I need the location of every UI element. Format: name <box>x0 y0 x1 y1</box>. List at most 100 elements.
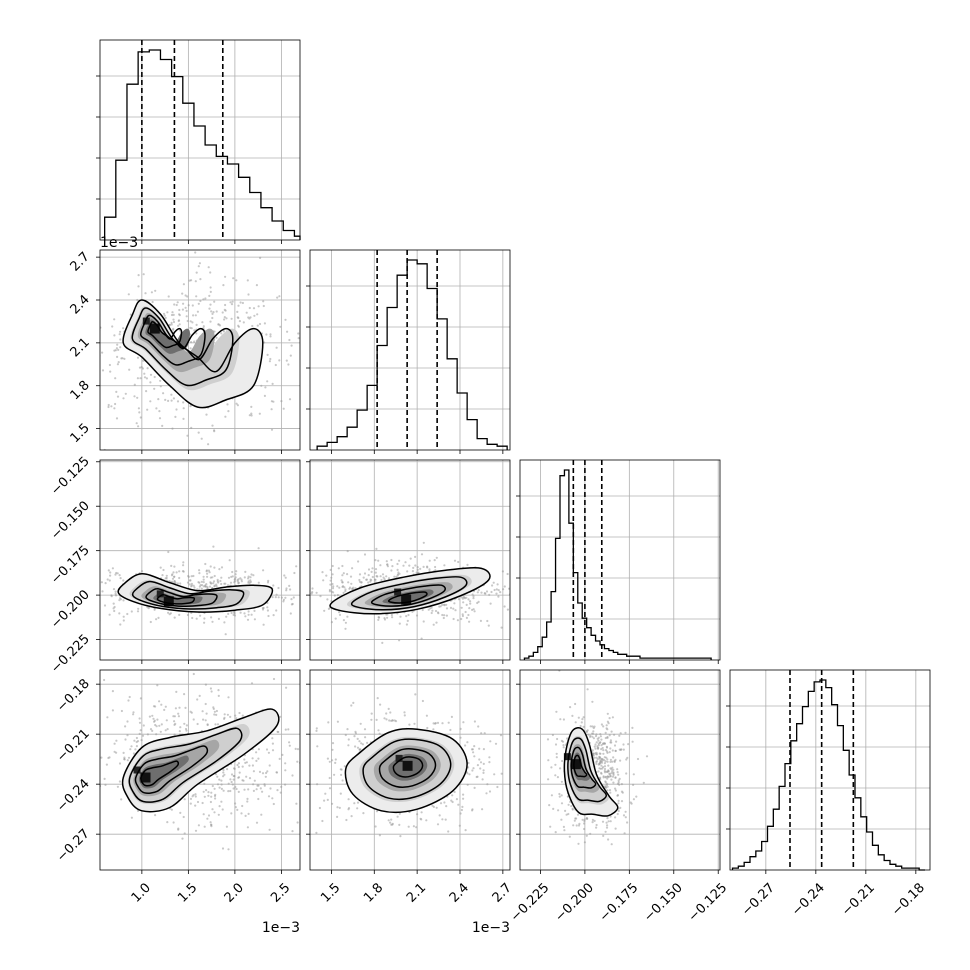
sample-point <box>107 569 110 572</box>
sample-point <box>490 590 493 594</box>
sample-point <box>185 724 188 727</box>
sample-point <box>220 576 223 579</box>
sample-point <box>244 761 247 765</box>
sample-point <box>444 818 447 821</box>
sample-point <box>607 838 610 841</box>
sample-point <box>334 758 337 761</box>
density <box>546 670 649 846</box>
sample-point <box>126 759 129 762</box>
sample-point <box>624 731 627 734</box>
sample-point <box>288 741 291 744</box>
sample-point <box>514 737 516 739</box>
sample-point <box>235 570 238 573</box>
sample-point <box>550 766 553 769</box>
sample-point <box>459 736 462 739</box>
sample-point <box>326 598 329 601</box>
panel-0-1 <box>94 249 307 454</box>
sample-point <box>478 758 481 761</box>
sample-point <box>200 587 203 590</box>
sample-point <box>615 740 618 743</box>
sample-point <box>503 605 506 608</box>
sample-point <box>94 364 96 366</box>
sample-point <box>189 320 192 323</box>
sample-point <box>379 575 382 578</box>
sample-point <box>194 795 197 798</box>
sample-point <box>557 809 560 812</box>
sample-point <box>436 823 440 826</box>
sample-point <box>229 715 232 719</box>
sample-point <box>438 814 441 817</box>
sample-point <box>103 678 106 682</box>
sample-point <box>447 721 450 724</box>
sample-point <box>589 832 592 835</box>
sample-point <box>187 574 190 578</box>
sample-point <box>625 758 628 761</box>
sample-point <box>591 700 594 703</box>
sample-point <box>53 761 55 763</box>
sample-point <box>109 574 112 577</box>
sample-point <box>572 824 575 827</box>
sample-point <box>347 807 351 810</box>
panel-background <box>310 250 510 450</box>
sample-point <box>252 783 255 786</box>
sample-point <box>396 568 399 572</box>
sample-point <box>275 609 278 612</box>
sample-point <box>286 330 289 333</box>
sample-point <box>92 600 94 602</box>
sample-point <box>105 763 108 766</box>
panel-1-1 <box>306 249 511 454</box>
sample-point <box>260 384 263 387</box>
sample-point <box>223 716 226 719</box>
density <box>94 251 307 450</box>
sample-point <box>159 385 162 388</box>
sample-point <box>586 729 589 732</box>
sample-point <box>115 390 118 393</box>
sample-point <box>182 401 185 404</box>
sample-point <box>210 582 213 585</box>
sample-point <box>86 577 88 579</box>
sample-point <box>191 616 194 620</box>
sample-point <box>126 720 129 723</box>
sample-point <box>123 357 126 360</box>
sample-point <box>213 566 216 569</box>
sample-point <box>305 296 307 298</box>
sample-point <box>589 734 592 737</box>
sample-point <box>492 581 495 584</box>
sample-point <box>306 756 308 758</box>
sample-point <box>270 428 274 431</box>
sample-point <box>370 570 373 574</box>
sample-point <box>610 730 613 733</box>
sample-point <box>482 769 485 772</box>
sample-point <box>185 729 188 732</box>
sample-point <box>600 738 603 741</box>
sample-point <box>172 320 176 324</box>
sample-point <box>189 797 193 801</box>
sample-point <box>153 719 156 722</box>
sample-point <box>362 576 365 579</box>
sample-point <box>231 300 234 303</box>
sample-point <box>266 609 269 612</box>
sample-point <box>267 751 270 754</box>
contour-line <box>156 593 196 605</box>
sample-point <box>611 775 615 778</box>
sample-point <box>618 777 621 781</box>
peak-bin <box>142 317 150 325</box>
sample-point <box>210 690 213 693</box>
sample-point <box>324 792 327 795</box>
sample-point <box>138 721 142 724</box>
sample-point <box>156 684 159 687</box>
sample-point <box>110 594 113 597</box>
sample-point <box>236 808 239 812</box>
sample-point <box>272 400 275 403</box>
sample-point <box>118 780 121 783</box>
sample-point <box>598 762 601 765</box>
sample-point <box>434 609 438 613</box>
sample-point <box>176 400 180 403</box>
sample-point <box>600 772 603 775</box>
sample-point <box>206 723 209 727</box>
sample-point <box>223 621 226 624</box>
density-fill <box>138 755 189 789</box>
sample-point <box>338 586 341 589</box>
sample-point <box>305 591 307 593</box>
sample-point <box>485 590 489 593</box>
